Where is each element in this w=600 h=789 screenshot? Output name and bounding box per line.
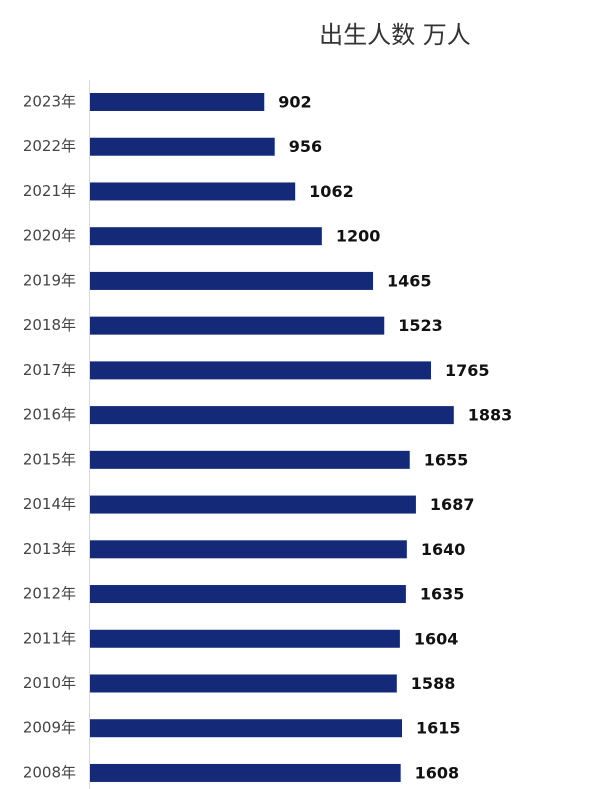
bar	[90, 182, 296, 201]
value-label: 1608	[415, 763, 460, 782]
y-tick-label: 2016年	[23, 406, 76, 424]
value-label: 1200	[336, 227, 381, 246]
value-label: 1523	[398, 316, 443, 335]
bar	[90, 763, 401, 782]
bar	[90, 495, 416, 514]
value-label: 1883	[468, 406, 513, 425]
bar	[90, 450, 410, 469]
value-label: 1465	[387, 271, 432, 290]
bar	[90, 585, 406, 604]
value-label: 1765	[445, 361, 490, 380]
bar	[90, 629, 400, 648]
bar	[90, 361, 431, 380]
y-tick-label: 2019年	[23, 271, 76, 289]
y-tick-label: 2013年	[23, 540, 76, 558]
value-label: 1062	[309, 182, 354, 201]
value-label: 1635	[420, 585, 465, 604]
bar	[90, 316, 385, 335]
bar	[90, 271, 374, 290]
y-tick-label: 2022年	[23, 137, 76, 155]
y-tick-label: 2009年	[23, 719, 76, 737]
value-label: 1655	[424, 450, 469, 469]
y-tick-label: 2012年	[23, 585, 76, 603]
y-tick-label: 2008年	[23, 763, 76, 781]
value-label: 1687	[430, 495, 475, 514]
chart-title: 出生人数 万人	[319, 21, 471, 49]
bar	[90, 406, 454, 425]
y-tick-label: 2023年	[23, 93, 76, 111]
bar	[90, 227, 322, 246]
bar	[90, 674, 397, 693]
y-tick-label: 2017年	[23, 361, 76, 379]
bar	[90, 540, 407, 559]
bar	[90, 719, 403, 738]
value-label: 1604	[414, 629, 459, 648]
y-tick-label: 2020年	[23, 227, 76, 245]
bar	[90, 137, 275, 156]
y-tick-label: 2018年	[23, 316, 76, 334]
y-tick-label: 2021年	[23, 182, 76, 200]
value-label: 902	[278, 93, 311, 112]
bar	[90, 93, 265, 111]
value-label: 1640	[421, 540, 466, 559]
value-label: 1588	[411, 674, 456, 693]
y-tick-label: 2010年	[23, 674, 76, 692]
y-tick-label: 2011年	[23, 629, 76, 647]
value-label: 1615	[416, 719, 461, 738]
y-tick-label: 2014年	[23, 495, 76, 513]
value-label: 956	[289, 137, 322, 156]
y-tick-label: 2015年	[23, 450, 76, 468]
